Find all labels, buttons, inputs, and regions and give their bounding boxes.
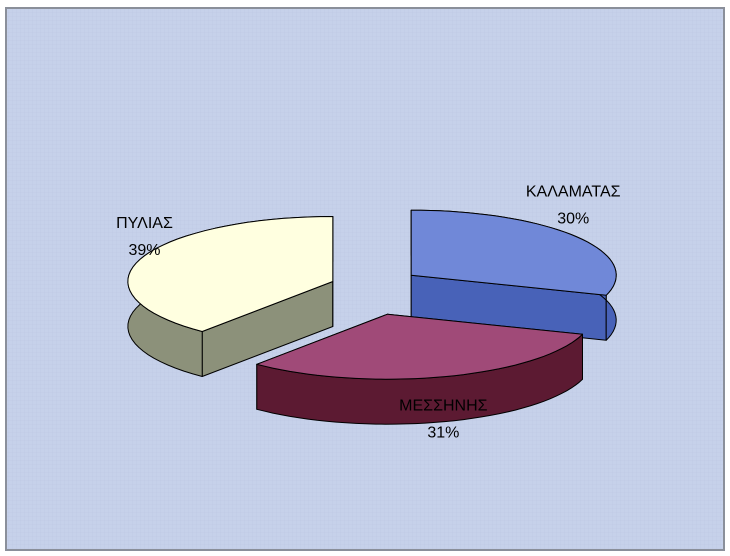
slice-value-label: 39% bbox=[128, 242, 160, 259]
slice-top bbox=[410, 209, 617, 296]
slice-top bbox=[127, 216, 334, 332]
slice-label: ΚΑΛΑΜΑΤΑΣ bbox=[526, 184, 621, 201]
pie-slice bbox=[256, 313, 583, 425]
slice-value-label: 30% bbox=[557, 211, 589, 228]
slice-value-label: 31% bbox=[427, 424, 459, 441]
slice-top bbox=[256, 313, 583, 380]
pie-slice bbox=[127, 216, 334, 377]
slice-label: ΜΕΣΣΗΝΗΣ bbox=[399, 397, 487, 414]
slice-label: ΠΥΛΙΑΣ bbox=[116, 215, 173, 232]
